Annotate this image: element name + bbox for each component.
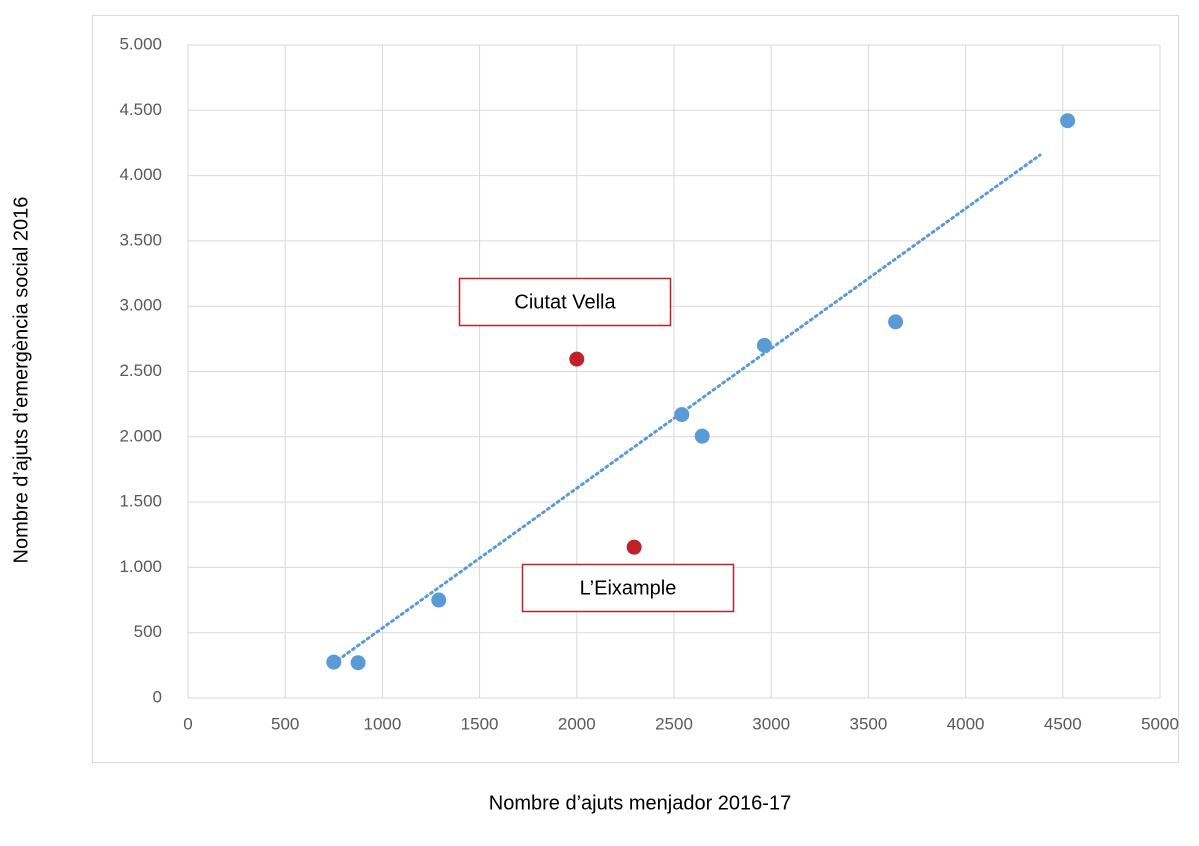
x-tick-label: 4500 [1044, 714, 1082, 733]
point [626, 539, 642, 555]
x-tick-label: 2000 [558, 714, 596, 733]
y-tick-label: 0 [153, 687, 162, 706]
point [674, 407, 690, 423]
point [756, 337, 772, 353]
y-axis-title: Nombre d’ajuts d’emergència social 2016 [10, 197, 32, 564]
x-tick-label: 5000 [1141, 714, 1179, 733]
annotation: Ciutat Vella [514, 291, 616, 313]
point [350, 655, 366, 671]
chart-frame [92, 15, 1179, 763]
x-tick-label: 500 [271, 714, 299, 733]
x-tick-label: 1500 [461, 714, 499, 733]
x-tick-label: 3500 [849, 714, 887, 733]
point [326, 654, 342, 670]
y-tick-label: 500 [134, 622, 162, 641]
point [569, 351, 585, 367]
y-tick-label: 5.000 [119, 34, 162, 53]
y-tick-label: 4.500 [119, 100, 162, 119]
x-tick-label: 1000 [363, 714, 401, 733]
y-tick-label: 2.500 [119, 361, 162, 380]
x-tick-label: 3000 [752, 714, 790, 733]
y-tick-label: 3.000 [119, 296, 162, 315]
point [1060, 113, 1076, 129]
point [694, 428, 710, 444]
y-tick-label: 3.500 [119, 230, 162, 249]
y-tick-label: 2.000 [119, 426, 162, 445]
y-tick-label: 1.500 [119, 492, 162, 511]
y-tick-label: 1.000 [119, 557, 162, 576]
y-tick-label: 4.000 [119, 165, 162, 184]
point [888, 314, 904, 330]
x-tick-label: 2500 [655, 714, 693, 733]
annotation: L’Eixample [580, 577, 677, 599]
x-axis-title: Nombre d’ajuts menjador 2016-17 [489, 792, 791, 814]
x-tick-label: 0 [183, 714, 192, 733]
trendline [336, 153, 1042, 662]
annotation-box [521, 563, 735, 613]
annotation-box [458, 277, 672, 327]
x-tick-label: 4000 [947, 714, 985, 733]
point [431, 592, 447, 608]
